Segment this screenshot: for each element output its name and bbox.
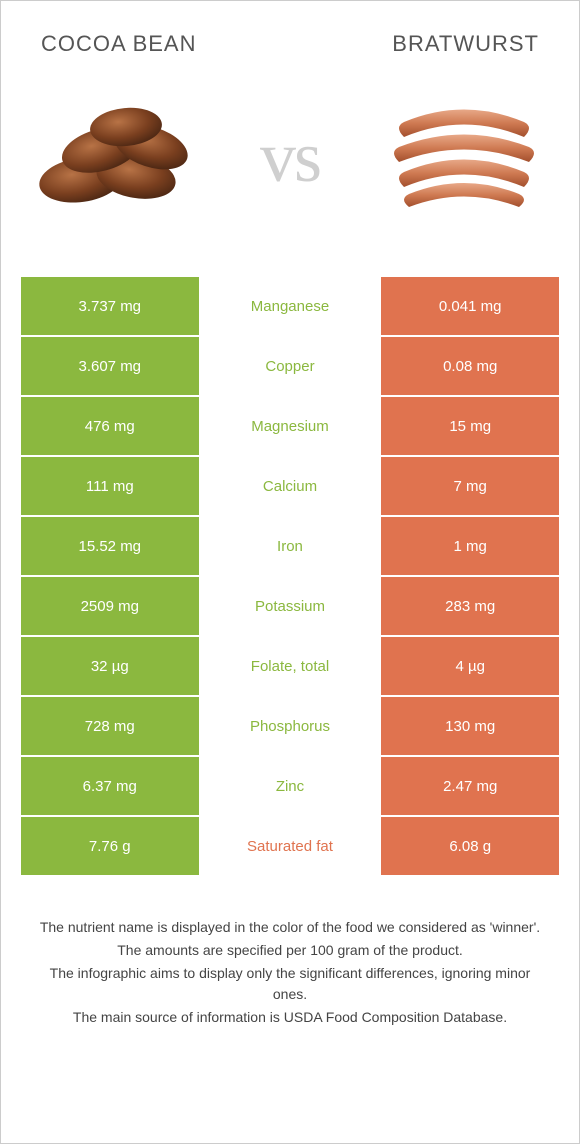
table-row: 111 mgCalcium7 mg	[21, 457, 559, 515]
nutrient-label: Potassium	[199, 577, 382, 635]
nutrient-right-value: 130 mg	[381, 697, 559, 755]
footer-line-2: The amounts are specified per 100 gram o…	[31, 940, 549, 961]
nutrient-left-value: 476 mg	[21, 397, 199, 455]
nutrient-label: Copper	[199, 337, 382, 395]
nutrient-label: Zinc	[199, 757, 382, 815]
nutrient-right-value: 7 mg	[381, 457, 559, 515]
vs-label: vs	[260, 116, 320, 199]
nutrient-left-value: 7.76 g	[21, 817, 199, 875]
titles-row: COCOA BEAN BRATWURST	[21, 31, 559, 57]
hero-row: vs	[21, 97, 559, 217]
cocoa-bean-icon	[31, 102, 201, 212]
nutrient-right-value: 15 mg	[381, 397, 559, 455]
table-row: 6.37 mgZinc2.47 mg	[21, 757, 559, 815]
nutrient-label: Folate, total	[199, 637, 382, 695]
nutrient-right-value: 1 mg	[381, 517, 559, 575]
nutrient-right-value: 0.08 mg	[381, 337, 559, 395]
nutrient-right-value: 2.47 mg	[381, 757, 559, 815]
nutrient-label: Manganese	[199, 277, 382, 335]
footer-line-3: The infographic aims to display only the…	[31, 963, 549, 1005]
nutrient-label: Iron	[199, 517, 382, 575]
infographic-container: COCOA BEAN BRATWURST vs	[0, 0, 580, 1144]
bratwurst-image	[379, 97, 549, 217]
nutrient-right-value: 0.041 mg	[381, 277, 559, 335]
nutrient-right-value: 6.08 g	[381, 817, 559, 875]
nutrient-left-value: 2509 mg	[21, 577, 199, 635]
table-row: 476 mgMagnesium15 mg	[21, 397, 559, 455]
bratwurst-icon	[384, 102, 544, 212]
left-food-title: COCOA BEAN	[41, 31, 196, 57]
footer-line-1: The nutrient name is displayed in the co…	[31, 917, 549, 938]
nutrient-left-value: 728 mg	[21, 697, 199, 755]
nutrient-label: Phosphorus	[199, 697, 382, 755]
nutrient-label: Saturated fat	[199, 817, 382, 875]
cocoa-bean-image	[31, 97, 201, 217]
nutrient-left-value: 3.607 mg	[21, 337, 199, 395]
table-row: 3.607 mgCopper0.08 mg	[21, 337, 559, 395]
nutrient-label: Calcium	[199, 457, 382, 515]
table-row: 2509 mgPotassium283 mg	[21, 577, 559, 635]
table-row: 3.737 mgManganese0.041 mg	[21, 277, 559, 335]
nutrient-left-value: 15.52 mg	[21, 517, 199, 575]
table-row: 7.76 gSaturated fat6.08 g	[21, 817, 559, 875]
footer-text: The nutrient name is displayed in the co…	[21, 917, 559, 1030]
nutrient-right-value: 4 µg	[381, 637, 559, 695]
nutrient-left-value: 32 µg	[21, 637, 199, 695]
nutrient-left-value: 111 mg	[21, 457, 199, 515]
right-food-title: BRATWURST	[392, 31, 539, 57]
table-row: 15.52 mgIron1 mg	[21, 517, 559, 575]
nutrient-left-value: 3.737 mg	[21, 277, 199, 335]
nutrient-right-value: 283 mg	[381, 577, 559, 635]
nutrient-label: Magnesium	[199, 397, 382, 455]
table-row: 728 mgPhosphorus130 mg	[21, 697, 559, 755]
footer-line-4: The main source of information is USDA F…	[31, 1007, 549, 1028]
nutrient-table: 3.737 mgManganese0.041 mg3.607 mgCopper0…	[21, 277, 559, 877]
nutrient-left-value: 6.37 mg	[21, 757, 199, 815]
table-row: 32 µgFolate, total4 µg	[21, 637, 559, 695]
